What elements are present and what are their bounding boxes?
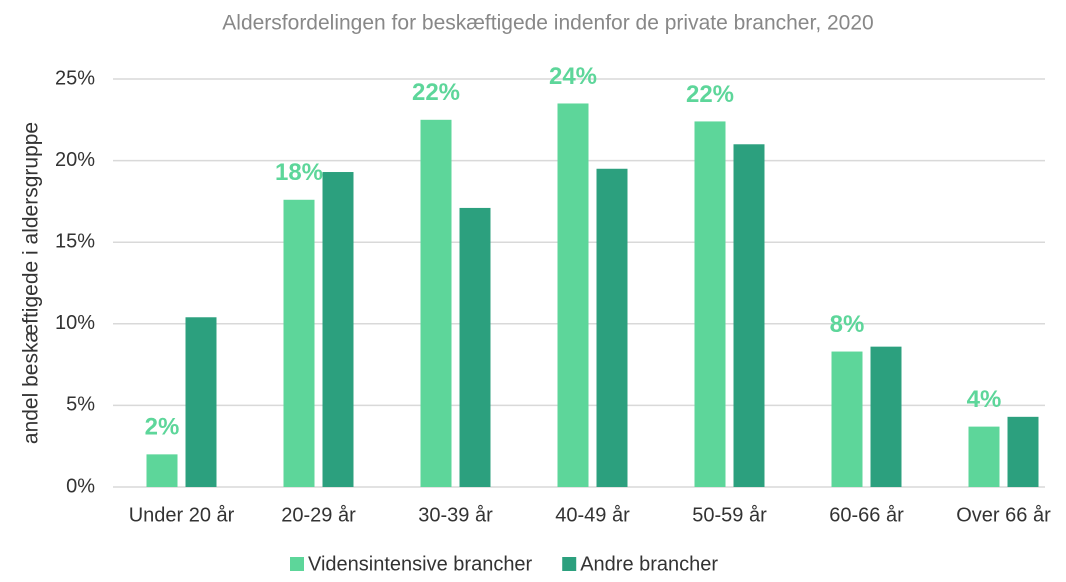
y-tick-label: 25% <box>55 67 95 89</box>
y-tick-label: 15% <box>55 230 95 252</box>
data-label: 8% <box>830 311 865 338</box>
bar <box>459 207 491 488</box>
data-label: 24% <box>549 63 597 90</box>
legend-label: Vidensintensive brancher <box>308 553 533 575</box>
bar <box>420 119 452 488</box>
y-tick-label: 5% <box>66 394 95 416</box>
y-tick-label: 20% <box>55 149 95 171</box>
y-tick-label: 0% <box>66 475 95 497</box>
bar <box>283 199 315 487</box>
x-tick-label: 60-66 år <box>829 504 904 526</box>
bar <box>870 346 902 487</box>
bar <box>968 426 1000 487</box>
data-label: 2% <box>145 414 180 441</box>
bar <box>322 172 354 488</box>
y-tick-label: 10% <box>55 312 95 334</box>
bar <box>557 103 589 487</box>
bar <box>146 454 178 487</box>
x-tick-label: Over 66 år <box>956 504 1051 526</box>
data-label: 22% <box>686 81 734 108</box>
legend-swatch <box>562 557 577 571</box>
bar <box>596 168 628 487</box>
x-tick-label: 30-39 år <box>418 504 493 526</box>
legend-swatch <box>290 557 304 571</box>
bar <box>185 317 217 487</box>
data-label: 4% <box>967 386 1002 413</box>
y-axis-label: andel beskæftigede i aldersgruppe <box>20 122 43 444</box>
bar <box>1007 416 1039 487</box>
bar <box>694 121 726 487</box>
bar <box>733 144 765 487</box>
x-tick-label: 20-29 år <box>281 504 356 526</box>
x-tick-label: 40-49 år <box>555 504 630 526</box>
data-label: 18% <box>275 159 323 186</box>
x-tick-label: Under 20 år <box>129 504 235 526</box>
chart-title: Aldersfordelingen for beskæftigede inden… <box>222 12 873 35</box>
data-label: 22% <box>412 79 460 106</box>
bar <box>831 351 863 487</box>
x-tick-label: 50-59 år <box>692 504 767 526</box>
legend-label: Andre brancher <box>580 553 718 575</box>
